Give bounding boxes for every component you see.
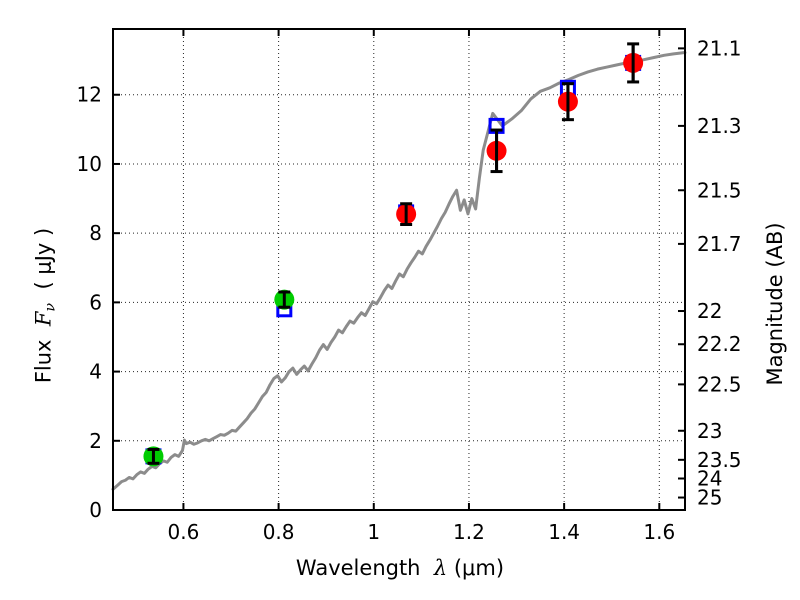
y-axis-title-word: Flux [31, 339, 56, 384]
error-bar-caps [147, 42, 640, 465]
y-tick-label-left: 0 [89, 498, 102, 522]
y-tick-label-left: 10 [77, 152, 102, 176]
y-tick-label-right: 22.5 [697, 372, 742, 396]
axes-frame [112, 28, 686, 511]
y-axis-title-unit: ( μJy ) [31, 227, 56, 290]
y-tick-label-right: 22.2 [697, 332, 742, 356]
y-tick-label-right: 25 [697, 486, 722, 510]
y-axis-title-subscript: ν [42, 302, 59, 312]
y-axis-title-left: Flux Fν ( μJy ) [32, 155, 59, 455]
y-tick-label-right: 21.5 [697, 178, 742, 202]
y-tick-label-right: 21.7 [697, 232, 742, 256]
y-tick-label-left: 12 [77, 83, 102, 107]
y-axis-tick-labels-left: 0 2 4 6 8 10 12 [77, 83, 102, 522]
x-tick-label: 0.8 [263, 520, 295, 544]
y-tick-label-right: 22 [697, 299, 722, 323]
x-tick-label: 1.4 [548, 520, 580, 544]
x-axis-title-lambda: λ [433, 556, 448, 580]
y-tick-label-left: 4 [89, 360, 102, 384]
spectrum-curve [111, 51, 687, 491]
y-tick-label-right: 21.3 [697, 114, 742, 138]
x-axis-ticks [182, 29, 661, 510]
y-tick-label-right: 23.5 [697, 448, 742, 472]
x-tick-label: 1.6 [643, 520, 675, 544]
x-tick-label: 1 [367, 520, 380, 544]
x-axis-tick-labels: 0.6 0.8 1 1.2 1.4 1.6 [168, 520, 676, 544]
y-tick-label-right: 21.1 [697, 36, 742, 60]
y-tick-label-left: 2 [89, 429, 102, 453]
y-axis-ticks-right [678, 47, 685, 499]
y-axis-title-symbol: F [31, 311, 56, 327]
x-tick-label: 0.6 [168, 520, 200, 544]
y-axis-ticks-left [113, 93, 120, 511]
x-tick-label: 1.2 [453, 520, 485, 544]
y-axis-title-right: Magnitude (AB) [763, 222, 787, 386]
y-tick-label-left: 6 [89, 290, 102, 314]
y-tick-label-left: 8 [89, 221, 102, 245]
plot-area-background [113, 29, 685, 510]
y-tick-label-right: 23 [697, 419, 722, 443]
x-axis-title-unit: (μm) [453, 556, 505, 580]
x-axis-title-word: Wavelength [295, 556, 421, 580]
x-axis-title: Wavelength λ (μm) [0, 556, 800, 580]
y-tick-label-right: 24 [697, 467, 722, 491]
